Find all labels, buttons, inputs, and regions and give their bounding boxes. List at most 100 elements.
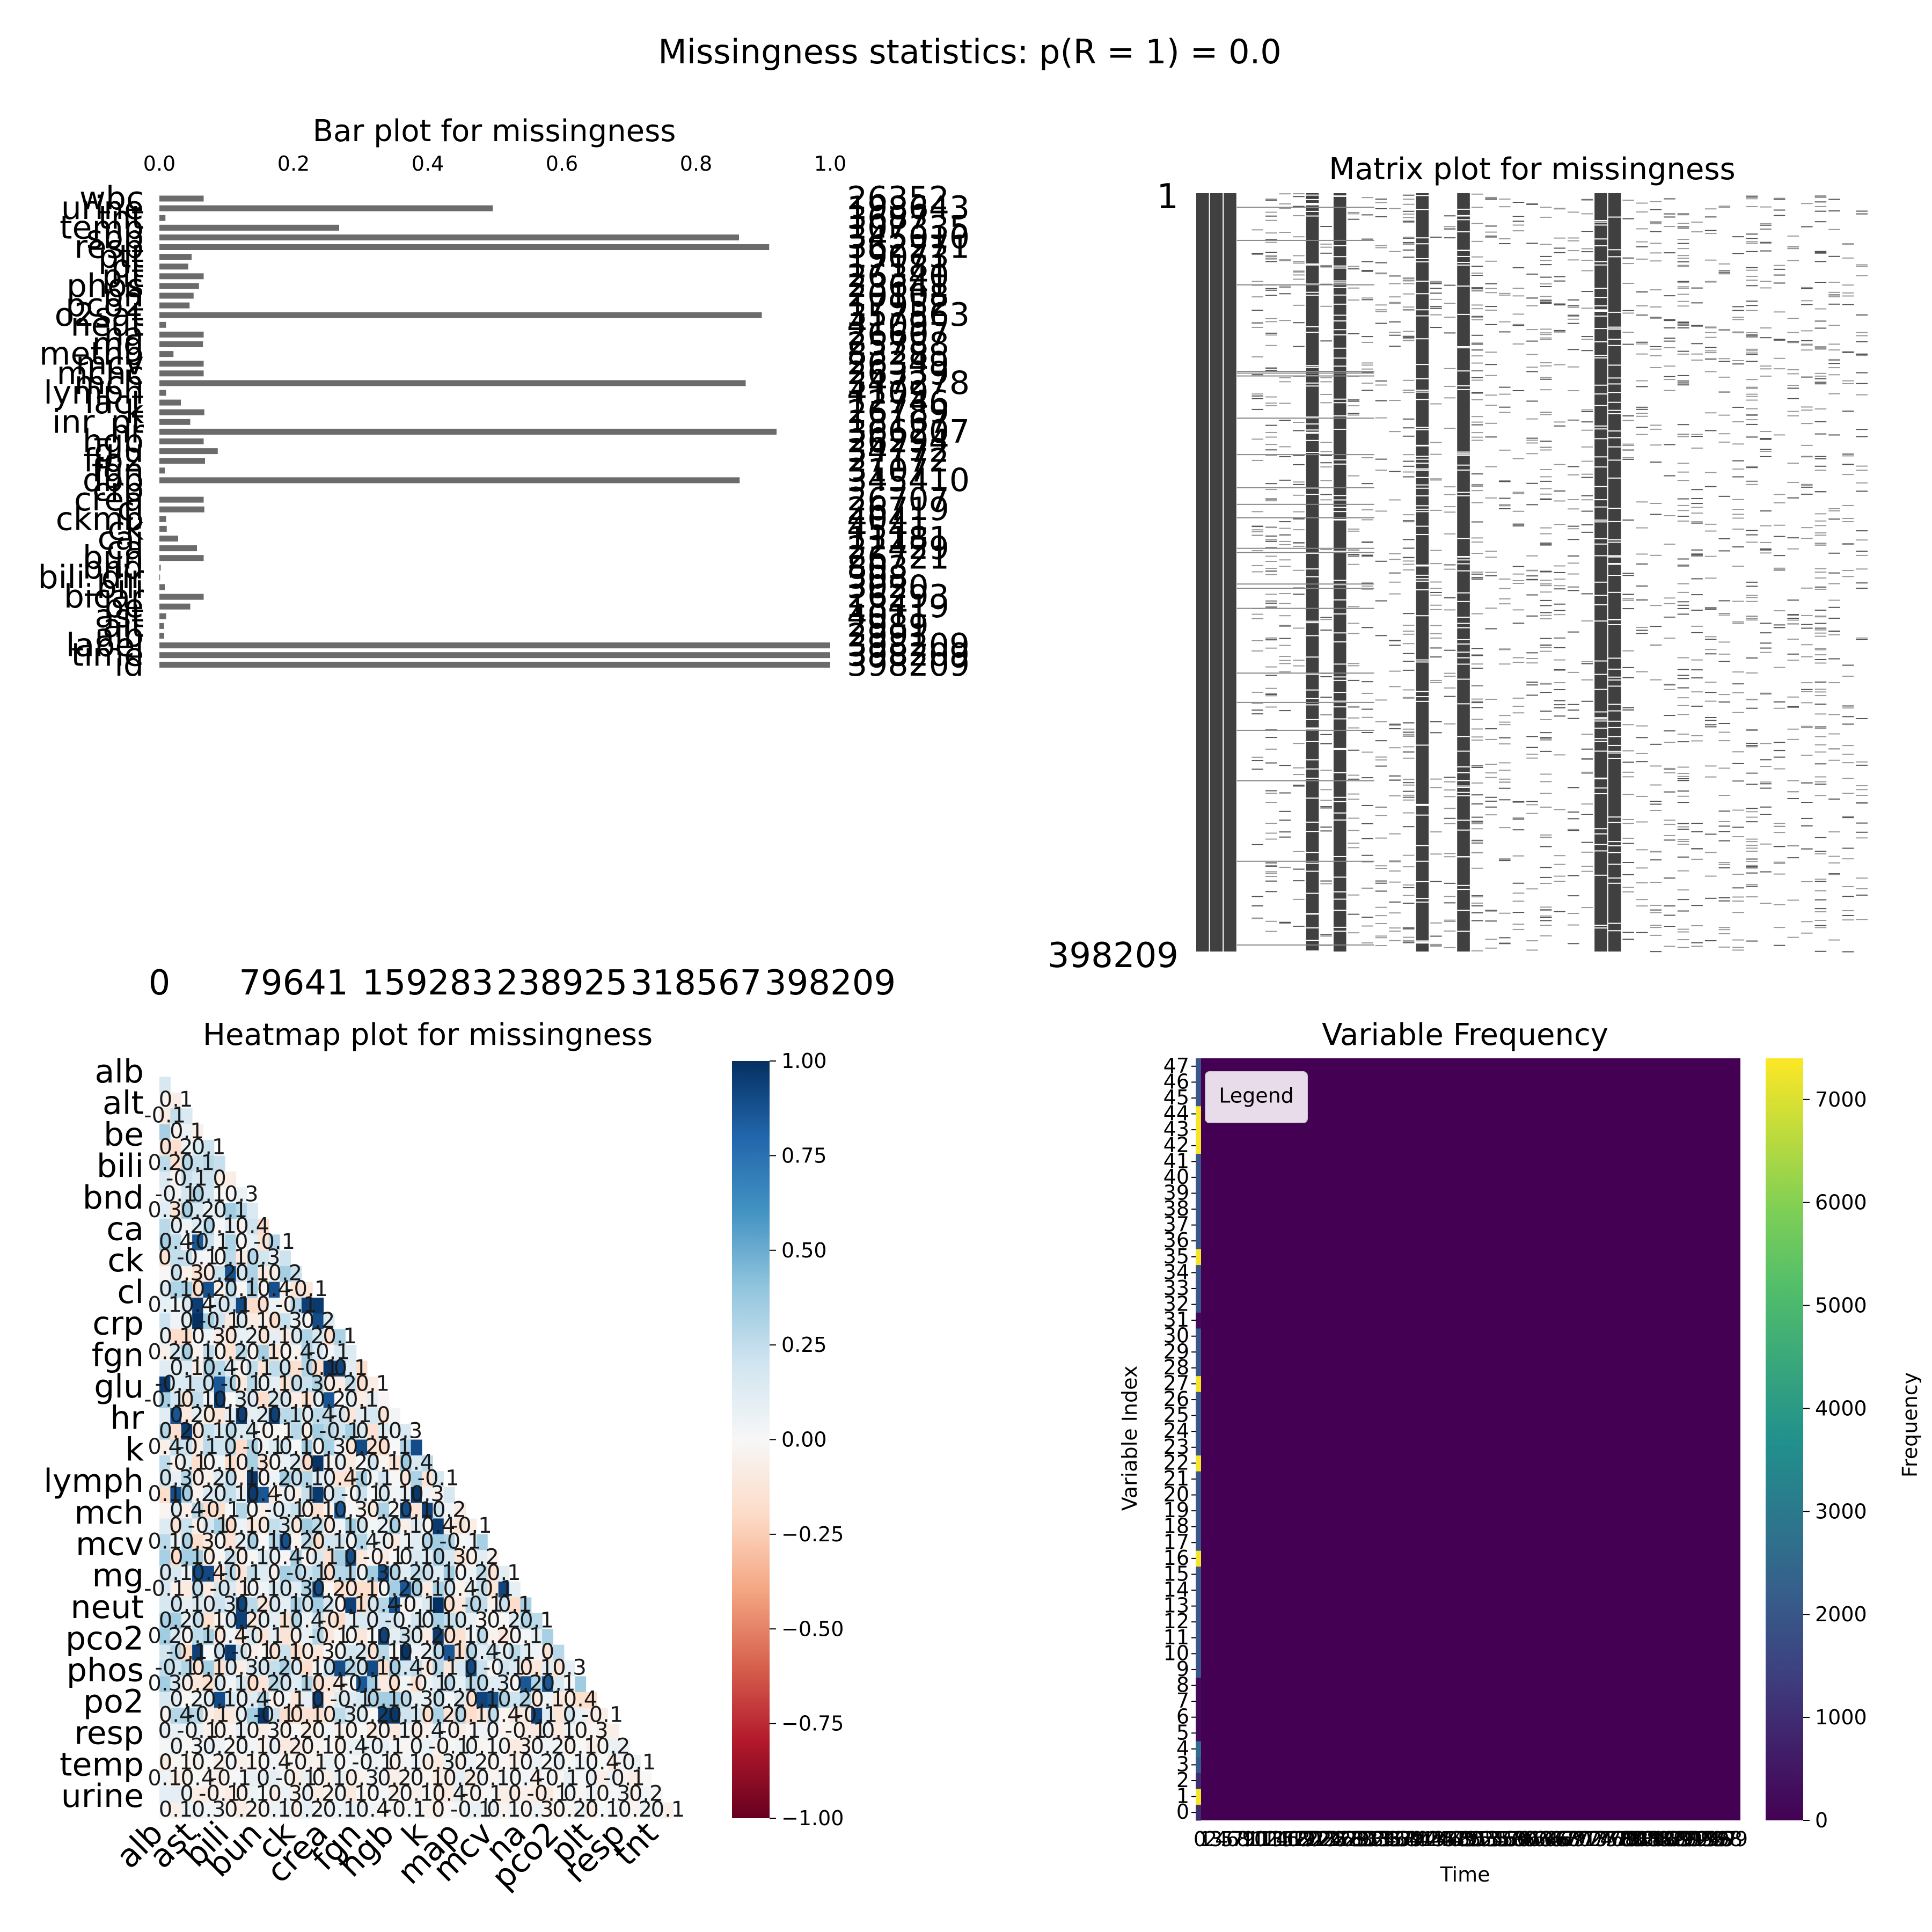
- matrix-row-tick: [1402, 203, 1415, 205]
- matrix-row-tick: [1279, 663, 1291, 664]
- bar-label-dbp: dbp: [83, 462, 144, 499]
- matrix-row-tick: [1444, 947, 1456, 948]
- heatmap-cell: [214, 1313, 225, 1330]
- matrix-row-tick: [1554, 280, 1565, 282]
- matrix-row-tick: [1691, 507, 1703, 508]
- matrix-row-tick: [1540, 498, 1552, 500]
- bar-bun: [159, 555, 204, 561]
- heatmap-cell: [181, 1250, 193, 1267]
- heatmap-cell: [312, 1360, 324, 1377]
- matrix-row-tick: [1485, 422, 1497, 424]
- bar-count-wbc: 26352: [847, 180, 949, 217]
- matrix-row-tick: [1320, 377, 1332, 378]
- matrix-row-tick: [1430, 594, 1442, 596]
- matrix-gap-line: [1333, 267, 1346, 269]
- matrix-row-tick: [1746, 241, 1758, 243]
- matrix-gap-line: [1457, 856, 1470, 858]
- heatmap-cell: [203, 1297, 215, 1314]
- matrix-row-tick: [1677, 226, 1689, 228]
- matrix-row-tick: [1650, 605, 1662, 606]
- matrix-gap-line: [1416, 458, 1429, 460]
- matrix-row-tick: [1265, 675, 1277, 676]
- heatmap-cell: [400, 1439, 412, 1456]
- matrix-row-tick: [1444, 229, 1456, 230]
- matrix-row-tick: [1389, 795, 1401, 796]
- heatmap-cell: [181, 1313, 193, 1330]
- matrix-row-tick: [1444, 284, 1456, 286]
- matrix-row-tick: [1362, 838, 1373, 839]
- matrix-row-tick: [1471, 579, 1483, 580]
- matrix-gap-line: [1306, 778, 1319, 779]
- matrix-row-tick: [1773, 536, 1785, 537]
- matrix-gap-line: [1608, 508, 1621, 509]
- matrix-row-tick: [1265, 431, 1277, 433]
- matrix-row-tick: [1320, 381, 1332, 383]
- frequency-cell: [1196, 1407, 1201, 1424]
- matrix-row-tick: [1265, 535, 1277, 537]
- matrix-row-tick: [1512, 583, 1525, 584]
- matrix-gap-line: [1333, 898, 1346, 900]
- matrix-row-tick: [1828, 759, 1840, 761]
- heatmap-cell: [181, 1345, 193, 1362]
- matrix-row-tick: [1677, 675, 1689, 676]
- matrix-row-tick: [1471, 370, 1483, 371]
- matrix-row-tick: [1622, 445, 1634, 447]
- matrix-row-tick: [1828, 552, 1840, 554]
- bar-urine: [159, 205, 493, 211]
- matrix-row-tick: [1554, 614, 1565, 616]
- matrix-row-tick: [1704, 371, 1717, 372]
- bar-label-mch: mch: [75, 364, 144, 402]
- matrix-row-tick: [1375, 202, 1387, 203]
- frequency-cell: [1196, 1550, 1201, 1567]
- matrix-row-tick: [1664, 319, 1675, 320]
- matrix-row-tick: [1265, 318, 1277, 319]
- bar-label-pt: pt: [111, 248, 144, 286]
- matrix-row-tick: [1265, 873, 1277, 874]
- matrix-row-tick: [1677, 510, 1689, 511]
- heatmap-cell: [323, 1439, 335, 1456]
- matrix-row-tick: [1636, 585, 1648, 587]
- matrix-row-tick: [1430, 732, 1442, 734]
- matrix-row-tick: [1650, 765, 1662, 767]
- matrix-gap-line: [1416, 941, 1429, 943]
- matrix-row-tick: [1540, 332, 1552, 334]
- matrix-row-tick: [1622, 707, 1634, 708]
- matrix-row-tick: [1650, 428, 1662, 430]
- heatmap-cell: [258, 1455, 269, 1472]
- heatmap-cell: [247, 1471, 258, 1488]
- matrix-row-tick: [1265, 880, 1277, 882]
- matrix-row-tick: [1389, 870, 1401, 872]
- matrix-row-tick: [1622, 457, 1634, 458]
- matrix-row-tick: [1499, 449, 1511, 451]
- matrix-row-tick: [1252, 640, 1263, 641]
- matrix-row-tick: [1485, 728, 1497, 729]
- matrix-row-tick: [1746, 811, 1758, 813]
- matrix-row-tick: [1444, 511, 1456, 513]
- matrix-row-tick: [1677, 558, 1689, 560]
- matrix-row-tick: [1636, 626, 1648, 628]
- matrix-gap-line: [1333, 613, 1346, 615]
- bar-label-pco2: pco2: [65, 287, 144, 324]
- matrix-row-tick: [1801, 406, 1813, 408]
- heatmap-cell: [225, 1250, 237, 1267]
- matrix-row-tick: [1650, 503, 1662, 504]
- heatmap-cell: [323, 1534, 335, 1550]
- matrix-row-tick: [1760, 223, 1772, 224]
- matrix-row-tick: [1499, 858, 1511, 860]
- matrix-row-tick: [1691, 513, 1703, 514]
- matrix-row-tick: [1265, 232, 1277, 234]
- matrix-row-tick: [1293, 274, 1305, 276]
- matrix-row-tick: [1664, 715, 1675, 716]
- heatmap-plot-title: Heatmap plot for missingness: [203, 1018, 653, 1052]
- matrix-row-tick: [1526, 684, 1538, 686]
- matrix-gap-line: [1333, 584, 1346, 586]
- heatmap-annotations: 0.1-0.10.10.20.10.20.1-0.1 0-0.10.10.30.3…: [144, 1087, 685, 1822]
- matrix-row-tick: [1718, 653, 1731, 655]
- matrix-gap-line: [1333, 679, 1346, 681]
- heatmap-cell: [225, 1282, 237, 1298]
- matrix-row-tick: [1636, 353, 1648, 355]
- matrix-row-tick: [1581, 841, 1593, 843]
- matrix-row-tick: [1732, 671, 1744, 673]
- matrix-row-tick: [1801, 691, 1813, 692]
- matrix-row-tick: [1375, 915, 1387, 917]
